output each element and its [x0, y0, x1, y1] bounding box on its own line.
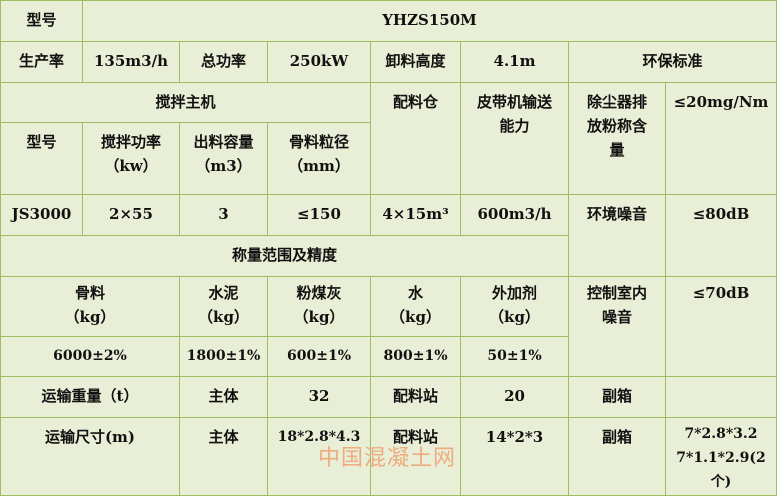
cell-model-value: YHZS150M — [82, 0, 777, 42]
cell-belt-value: 600m3/h — [460, 194, 569, 236]
mixer-capacity-label: 出料容量 — [193, 133, 254, 151]
cell-power-value: 250kW — [267, 41, 371, 83]
weigh-label: 粉煤灰 — [296, 284, 342, 302]
cell-dust-value: ≤20mg/Nm — [665, 82, 777, 195]
weigh-label: 外加剂 — [491, 284, 537, 302]
cell-mixer-model-value: JS3000 — [0, 194, 83, 236]
cell-weigh-aggregate-value: 6000±2% — [0, 336, 180, 377]
cell-mixer-aggregate-value: ≤150 — [267, 194, 371, 236]
cell-weighing-title: 称量范围及精度 — [0, 235, 569, 277]
cell-dust-label: 除尘器排 放粉称含 量 — [568, 82, 666, 195]
cell-weigh-additive-value: 50±1% — [460, 336, 569, 377]
mixer-aggregate-unit: （mm） — [288, 157, 350, 175]
mixer-aggregate-label: 骨料粒径 — [288, 133, 349, 151]
cell-weigh-aggregate-label: 骨料 （kg） — [0, 276, 180, 337]
mixer-power-label: 搅拌功率 — [100, 133, 161, 151]
cell-tw-station-label: 配料站 — [370, 376, 461, 418]
cell-tw-label: 运输重量（t） — [0, 376, 180, 418]
cell-ts-main-label: 主体 — [179, 417, 268, 496]
dust-label-line3: 量 — [609, 141, 625, 159]
cell-tw-station-value: 20 — [460, 376, 569, 418]
cell-mixer-aggregate-label: 骨料粒径 （mm） — [267, 122, 371, 195]
cell-ts-main-value: 18*2.8*4.3 — [267, 417, 371, 496]
cell-weigh-flyash-value: 600±1% — [267, 336, 371, 377]
room-noise-line2: 噪音 — [601, 308, 632, 326]
belt-label-line2: 能力 — [499, 117, 530, 135]
aux-size-line2: 7*1.1*2.9(2个) — [676, 450, 766, 490]
cell-ts-label: 运输尺寸(m) — [0, 417, 180, 496]
cell-env-noise-value: ≤80dB — [665, 194, 777, 277]
cell-belt-label: 皮带机输送 能力 — [460, 82, 569, 195]
cell-weigh-cement-value: 1800±1% — [179, 336, 268, 377]
cell-weigh-cement-label: 水泥 （kg） — [179, 276, 268, 337]
watermark: 中国混凝土网 — [318, 446, 457, 471]
cell-weigh-water-value: 800±1% — [370, 336, 461, 377]
cell-discharge-label: 卸料高度 — [370, 41, 461, 83]
cell-model-label: 型号 — [0, 0, 83, 42]
cell-mixer-model-label: 型号 — [0, 122, 83, 195]
cell-mixer-power-value: 2×55 — [82, 194, 180, 236]
weigh-unit: （kg） — [390, 308, 441, 326]
cell-env-label: 环保标准 — [568, 41, 777, 83]
cell-discharge-value: 4.1m — [460, 41, 569, 83]
cell-mixer-power-label: 搅拌功率 （kw） — [82, 122, 180, 195]
cell-env-noise-label: 环境噪音 — [568, 194, 666, 277]
aux-size-line1: 7*2.8*3.2 — [684, 426, 758, 442]
cell-ts-station-value: 14*2*3 — [460, 417, 569, 496]
weigh-label: 水 — [407, 284, 423, 302]
mixer-capacity-unit: （m3） — [195, 157, 252, 175]
weigh-label: 水泥 — [208, 284, 239, 302]
cell-mixer-capacity-value: 3 — [179, 194, 268, 236]
cell-tw-aux-value — [665, 376, 777, 418]
cell-mixer-capacity-label: 出料容量 （m3） — [179, 122, 268, 195]
cell-weigh-flyash-label: 粉煤灰 （kg） — [267, 276, 371, 337]
dust-label-line2: 放粉称含 — [586, 117, 647, 135]
cell-tw-main-value: 32 — [267, 376, 371, 418]
cell-weigh-additive-label: 外加剂 （kg） — [460, 276, 569, 337]
weigh-unit: （kg） — [293, 308, 345, 326]
cell-weigh-water-label: 水 （kg） — [370, 276, 461, 337]
cell-tw-aux-label: 副箱 — [568, 376, 666, 418]
cell-bin-value: 4×15m³ — [370, 194, 461, 236]
mixer-power-unit: （kw） — [104, 157, 158, 175]
weigh-unit: （kg） — [198, 308, 249, 326]
belt-label-line1: 皮带机输送 — [476, 93, 552, 111]
weigh-unit: （kg） — [64, 308, 116, 326]
cell-power-label: 总功率 — [179, 41, 268, 83]
weigh-unit: （kg） — [489, 308, 540, 326]
dust-label-line1: 除尘器排 — [586, 93, 647, 111]
cell-tw-main-label: 主体 — [179, 376, 268, 418]
cell-ts-aux-label: 副箱 — [568, 417, 666, 496]
cell-room-noise-value: ≤70dB — [665, 276, 777, 377]
weigh-label: 骨料 — [74, 284, 105, 302]
cell-mixer-title: 搅拌主机 — [0, 82, 371, 123]
cell-ts-aux-value: 7*2.8*3.2 7*1.1*2.9(2个) — [665, 417, 777, 496]
cell-ts-station-label: 配料站 — [370, 417, 461, 496]
cell-production-value: 135m3/h — [82, 41, 180, 83]
cell-bin-label: 配料仓 — [370, 82, 461, 195]
cell-production-label: 生产率 — [0, 41, 83, 83]
room-noise-line1: 控制室内 — [586, 284, 647, 302]
cell-room-noise-label: 控制室内 噪音 — [568, 276, 666, 377]
